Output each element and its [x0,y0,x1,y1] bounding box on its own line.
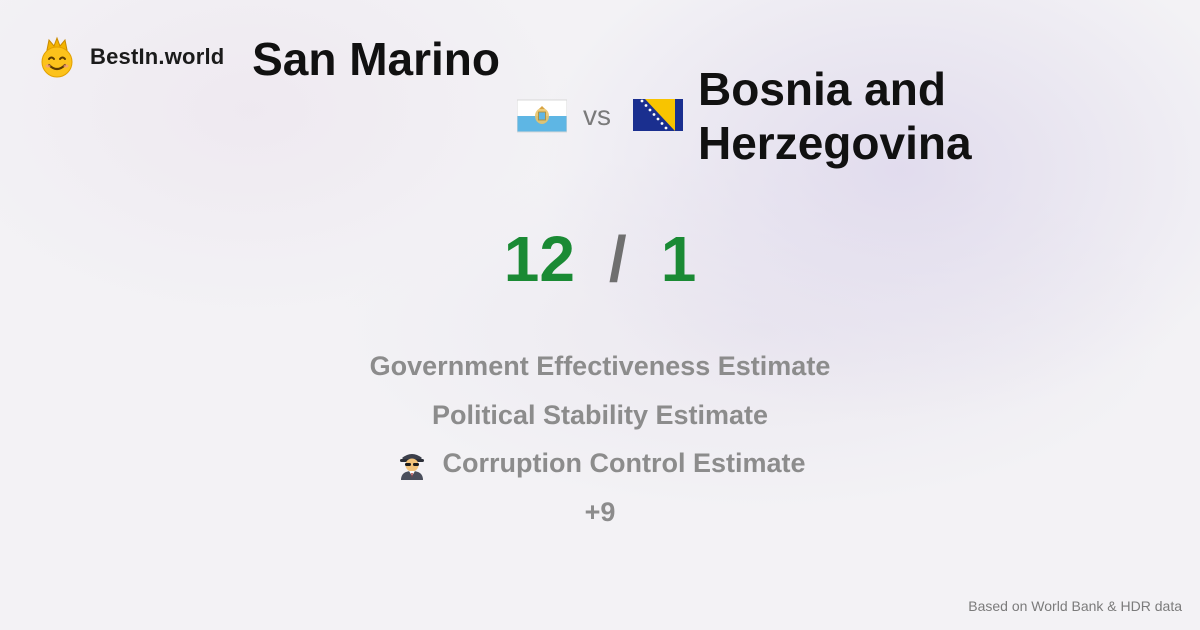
brand-name: BestIn.world [90,44,225,69]
metrics-list: Government Effectiveness Estimate Politi… [0,342,1200,536]
crown-smiley-icon [41,36,73,78]
metric-label: +9 [584,496,616,527]
metric-label: Political Stability Estimate [431,399,769,430]
brand[interactable]: BestIn.world [38,36,224,78]
score: 12 / 1 [0,222,1200,296]
bosnia-flag-icon [633,99,683,131]
metric-item: Corruption Control Estimate [0,439,1200,488]
country-b-name: Bosnia and Herzegovina [698,62,972,170]
country-b-line2: Herzegovina [698,117,972,169]
data-source-note: Based on World Bank & HDR data [968,598,1182,614]
metric-label: Corruption Control Estimate [442,448,806,479]
country-b-line1: Bosnia and [698,63,946,115]
metric-item: Government Effectiveness Estimate [0,342,1200,391]
country-a-name: San Marino [252,33,500,85]
san-marino-flag-icon [517,99,567,133]
score-separator: / [608,223,627,295]
vs-label: vs [583,100,611,131]
metric-item: Political Stability Estimate [0,391,1200,440]
metric-label: Government Effectiveness Estimate [369,351,831,382]
score-a: 12 [503,223,575,295]
spy-icon [399,454,424,481]
score-b: 1 [660,223,697,295]
metric-more-count: +9 [0,488,1200,537]
